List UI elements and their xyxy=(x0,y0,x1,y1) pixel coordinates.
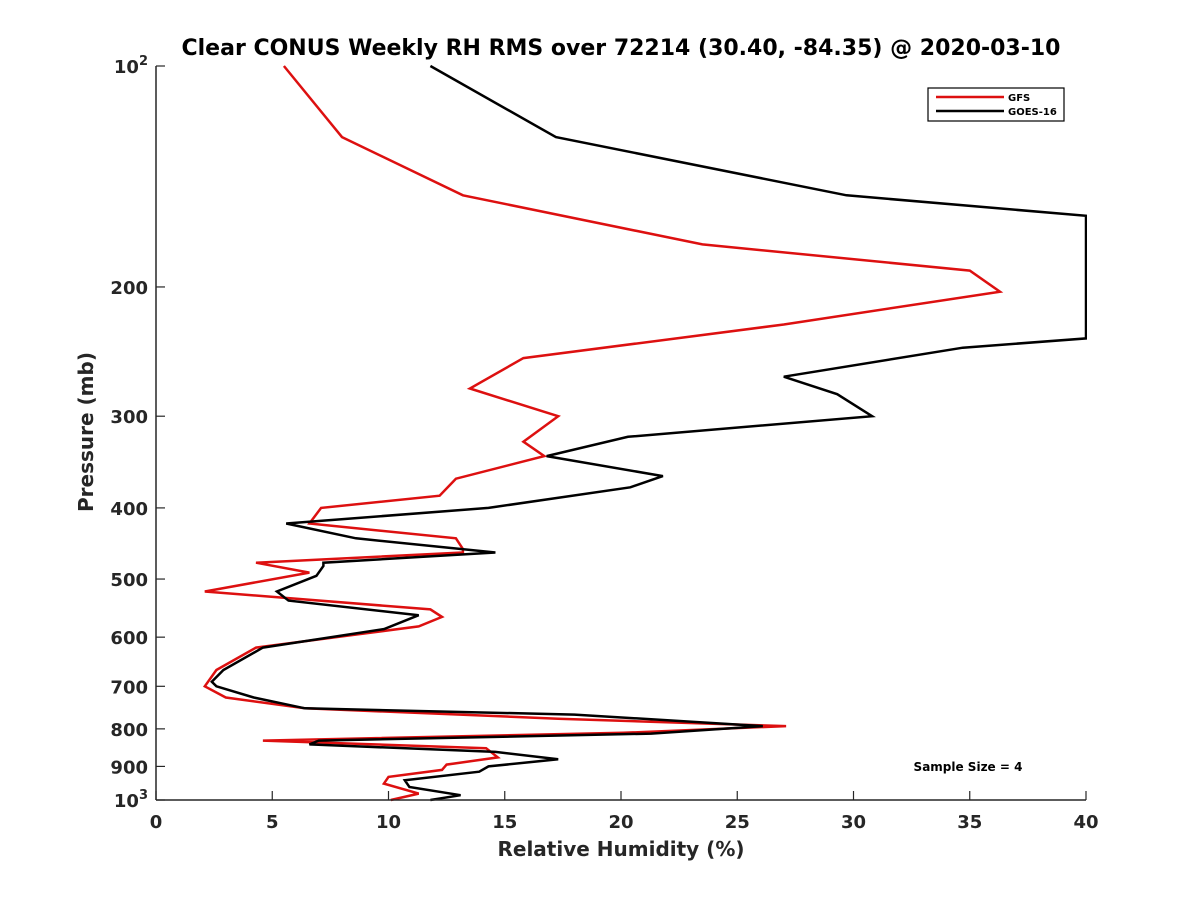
y-tick-label: 600 xyxy=(110,628,148,649)
sample-size-annotation: Sample Size = 4 xyxy=(914,760,1023,774)
plot-area: 0 5 10 15 20 25 30 35 40 102 200 300 400 500 600 700 800… xyxy=(110,54,1098,833)
x-tick-label: 25 xyxy=(725,812,750,833)
y-tick-label: 300 xyxy=(110,407,148,428)
y-tick-label: 800 xyxy=(110,720,148,741)
x-axis-label: Relative Humidity (%) xyxy=(497,837,744,861)
x-tick-label: 0 xyxy=(150,812,163,833)
legend-box xyxy=(927,87,1065,122)
x-tick-label: 35 xyxy=(957,812,982,833)
y-tick-label: 400 xyxy=(110,499,148,520)
y-tick-label: 700 xyxy=(110,677,148,698)
x-tick-label: 10 xyxy=(376,812,401,833)
y-axis-label: Pressure (mb) xyxy=(74,352,98,512)
series-line-goes16 xyxy=(210,64,1087,802)
y-tick-label: 500 xyxy=(110,570,148,591)
y-tick-label: 102 xyxy=(114,54,148,78)
legend-label-gfs: GFS xyxy=(1008,93,1030,104)
chart-title: Clear CONUS Weekly RH RMS over 72214 (30… xyxy=(182,36,1061,61)
x-tick-label: 15 xyxy=(492,812,517,833)
y-tick-label: 200 xyxy=(110,278,148,299)
x-tick-label: 40 xyxy=(1073,812,1098,833)
x-tick-label: 5 xyxy=(266,812,279,833)
series-line-gfs xyxy=(202,65,1004,802)
y-tick-label: 900 xyxy=(110,757,148,778)
legend: GFS GOES-16 xyxy=(927,87,1065,122)
y-tick-label: 103 xyxy=(114,788,148,812)
x-tick-label: 30 xyxy=(841,812,866,833)
x-tick-label: 20 xyxy=(608,812,633,833)
legend-label-goes16: GOES-16 xyxy=(1008,107,1057,118)
